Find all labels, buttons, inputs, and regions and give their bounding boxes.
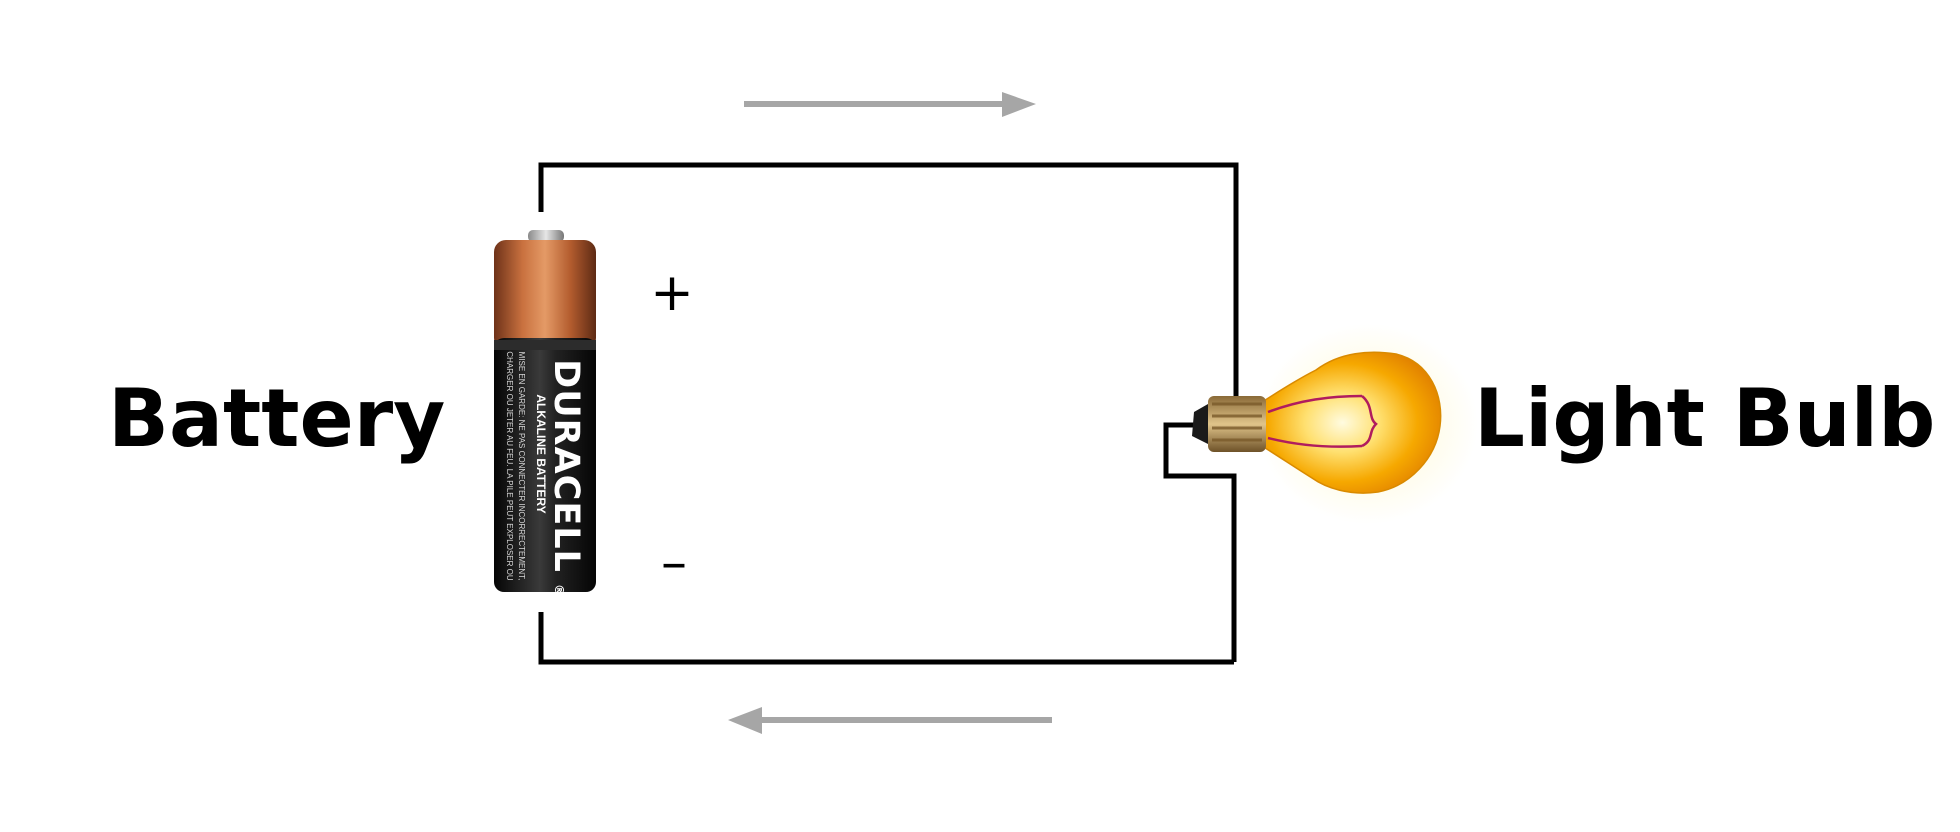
plus-sign: + (650, 263, 694, 323)
arrow-right-icon (1002, 92, 1036, 117)
light-bulb-label: Light Bulb (1474, 372, 1935, 465)
battery-registered-mark: ® (552, 584, 566, 596)
battery-label: Battery (108, 372, 445, 465)
top-wire (538, 162, 1239, 390)
current-arrow-bottom (728, 707, 1052, 734)
circuit-wires (538, 162, 1239, 665)
current-arrow-top (744, 92, 1036, 117)
bottom-wire (538, 612, 1234, 665)
battery-warning-line-1: MISE EN GARDE: NE PAS CONNECTER INCORREC… (517, 352, 526, 581)
minus-sign: – (661, 533, 687, 593)
aa-battery-icon: DURACELL ® ALKALINE BATTERY MISE EN GARD… (494, 230, 596, 596)
battery-brand: DURACELL (546, 359, 586, 573)
arrow-left-icon (728, 707, 762, 734)
light-bulb-icon (1192, 324, 1478, 524)
battery-type: ALKALINE BATTERY (534, 394, 548, 513)
battery-warning-line-2: CHARGER OU JETER AU FEU. LA PILE PEUT EX… (505, 351, 514, 580)
